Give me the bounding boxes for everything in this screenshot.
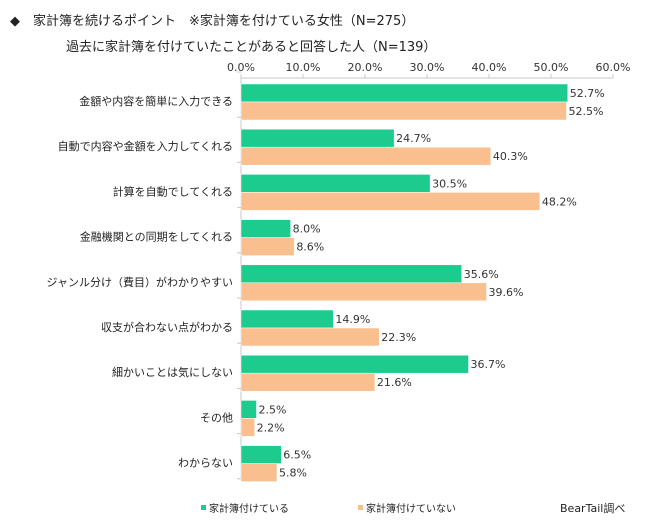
data-label: 14.9% xyxy=(335,313,370,326)
data-label: 8.6% xyxy=(296,241,324,254)
x-tick-label: 50.0% xyxy=(534,61,569,74)
x-tick-label: 40.0% xyxy=(472,61,507,74)
bar-series2 xyxy=(240,327,380,347)
bar-series1 xyxy=(240,174,431,193)
data-label: 30.5% xyxy=(432,177,467,190)
category-label: 金融機関との同期をしてくれる xyxy=(80,230,233,244)
bar-series1 xyxy=(240,309,334,329)
bar-series1 xyxy=(240,128,395,148)
data-label: 22.3% xyxy=(381,331,416,344)
data-label: 21.6% xyxy=(377,376,412,389)
bar-series1 xyxy=(240,83,568,103)
data-label: 2.5% xyxy=(259,403,287,416)
bar-series2 xyxy=(240,237,295,256)
bar-series1 xyxy=(240,400,257,419)
chart-title-line1: ◆ 家計簿を続けるポイント ※家計簿を付けている女性（N=275） xyxy=(10,14,415,29)
category-label: 自動で内容や金額を入力してくれる xyxy=(58,139,233,153)
legend-item-series2: 家計簿付けていない xyxy=(358,500,456,515)
legend-swatch-series1 xyxy=(201,505,206,510)
legend-swatch-series2 xyxy=(358,505,363,510)
bar-series2 xyxy=(240,101,567,121)
bar-series1 xyxy=(240,354,469,374)
legend-item-series1: 家計簿付けている xyxy=(201,500,289,515)
bar-series2 xyxy=(240,372,376,392)
legend-label-series2: 家計簿付けていない xyxy=(366,504,456,515)
x-tick-label: 10.0% xyxy=(286,61,321,74)
x-tick-label: 20.0% xyxy=(348,61,383,74)
bar-series2 xyxy=(240,282,487,302)
data-label: 6.5% xyxy=(283,449,311,462)
category-label: 収支が合わない点がわかる xyxy=(101,320,233,334)
data-label: 35.6% xyxy=(464,268,499,281)
data-label: 40.3% xyxy=(493,150,528,163)
legend-label-series1: 家計簿付けている xyxy=(209,504,289,515)
bar-series2 xyxy=(240,463,278,482)
data-label: 24.7% xyxy=(396,132,431,145)
category-label: ジャンル分け（費目）がわかりやすい xyxy=(47,275,233,289)
bar-series2 xyxy=(240,192,541,211)
bar-series2 xyxy=(240,146,492,166)
x-tick-label: 60.0% xyxy=(596,61,631,74)
category-label: 計算を自動でしてくれる xyxy=(113,184,233,198)
data-label: 52.5% xyxy=(569,105,604,118)
category-label: わからない xyxy=(178,457,233,470)
bar-series1 xyxy=(240,445,282,464)
bar-series1 xyxy=(240,264,462,284)
data-label: 5.8% xyxy=(279,467,307,480)
chart-title-line2: 過去に家計簿を付けていたことがあると回答した人（N=139） xyxy=(66,40,437,55)
x-tick-label: 30.0% xyxy=(410,61,445,74)
category-label: その他 xyxy=(200,411,233,424)
x-tick-label: 0.0% xyxy=(227,61,255,74)
data-label: 2.2% xyxy=(257,421,285,434)
bar-series2 xyxy=(240,418,255,437)
category-label: 細かいことは気にしない xyxy=(112,365,233,379)
category-label: 金額や内容を簡単に入力できる xyxy=(79,94,233,108)
data-label: 52.7% xyxy=(570,87,605,100)
data-label: 39.6% xyxy=(489,286,524,299)
bar-series1 xyxy=(240,219,291,238)
data-label: 36.7% xyxy=(471,358,506,371)
data-label: 8.0% xyxy=(293,223,321,236)
data-label: 48.2% xyxy=(542,195,577,208)
source-note: BearTail調べ xyxy=(560,502,626,515)
